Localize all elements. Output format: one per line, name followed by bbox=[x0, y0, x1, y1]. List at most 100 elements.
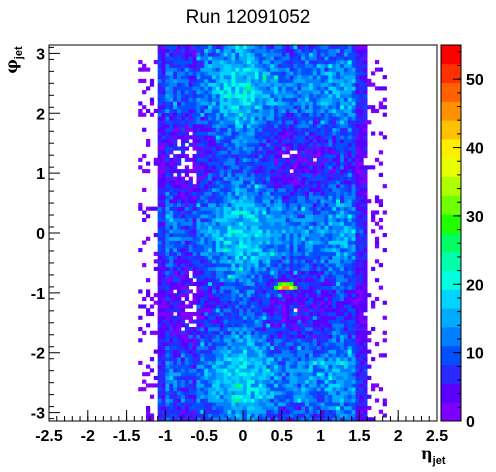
heatmap-cell bbox=[246, 169, 252, 174]
heatmap-cell bbox=[316, 409, 321, 414]
heatmap-cell bbox=[281, 142, 287, 147]
heatmap-cell bbox=[297, 319, 302, 324]
heatmap-cell bbox=[328, 191, 333, 196]
heatmap-cell bbox=[305, 349, 310, 354]
heatmap-cell bbox=[332, 266, 337, 271]
heatmap-cell bbox=[246, 172, 252, 177]
heatmap-cell bbox=[196, 274, 201, 279]
heatmap-cell bbox=[184, 293, 190, 298]
heatmap-cell bbox=[277, 394, 283, 399]
heatmap-cell bbox=[169, 206, 174, 211]
heatmap-cell bbox=[157, 206, 162, 211]
heatmap-cell bbox=[270, 123, 275, 129]
heatmap-cell bbox=[153, 251, 158, 256]
heatmap-cell bbox=[332, 52, 337, 57]
heatmap-cell bbox=[173, 135, 178, 140]
heatmap-cell bbox=[277, 383, 283, 388]
heatmap-cell bbox=[281, 187, 287, 192]
heatmap-cell bbox=[223, 308, 228, 313]
heatmap-cell bbox=[157, 161, 162, 166]
heatmap-cell bbox=[177, 210, 182, 215]
heatmap-cell bbox=[320, 146, 325, 151]
heatmap-cell bbox=[277, 150, 283, 155]
heatmap-cell bbox=[192, 360, 197, 365]
heatmap-cell bbox=[340, 199, 345, 204]
heatmap-cell bbox=[184, 375, 190, 380]
heatmap-cell bbox=[196, 281, 201, 286]
heatmap-cell bbox=[177, 176, 182, 181]
heatmap-cell bbox=[196, 63, 201, 68]
heatmap-cell bbox=[324, 90, 329, 95]
heatmap-cell bbox=[208, 180, 213, 185]
heatmap-cell bbox=[289, 255, 294, 260]
heatmap-cell bbox=[343, 146, 349, 151]
heatmap-cell bbox=[285, 390, 290, 396]
heatmap-cell bbox=[204, 394, 209, 399]
heatmap-cell bbox=[332, 417, 337, 422]
heatmap-cell bbox=[289, 251, 294, 256]
heatmap-cell bbox=[285, 127, 290, 132]
heatmap-cell bbox=[250, 146, 255, 151]
heatmap-cell bbox=[250, 338, 255, 343]
heatmap-cell bbox=[262, 172, 267, 177]
heatmap-cell bbox=[316, 263, 321, 268]
heatmap-cell bbox=[312, 52, 318, 57]
heatmap-cell bbox=[312, 255, 318, 260]
heatmap-cell bbox=[258, 48, 263, 53]
heatmap-cell bbox=[169, 157, 174, 162]
heatmap-cell bbox=[204, 398, 209, 403]
heatmap-cell bbox=[173, 206, 178, 211]
heatmap-cell bbox=[177, 221, 182, 226]
heatmap-cell bbox=[340, 161, 345, 166]
heatmap-cell bbox=[305, 327, 310, 332]
heatmap-cell bbox=[320, 390, 325, 396]
heatmap-cell bbox=[293, 274, 298, 279]
heatmap-cell bbox=[285, 323, 290, 328]
heatmap-cell bbox=[208, 372, 213, 377]
heatmap-cell bbox=[235, 360, 240, 365]
heatmap-cell bbox=[231, 338, 236, 343]
heatmap-cell bbox=[305, 93, 310, 98]
heatmap-cell bbox=[180, 210, 186, 215]
heatmap-cell bbox=[184, 342, 190, 347]
heatmap-cell bbox=[165, 161, 170, 166]
heatmap-cell bbox=[219, 131, 224, 136]
heatmap-cell bbox=[328, 108, 333, 114]
heatmap-cell bbox=[281, 357, 287, 362]
heatmap-cell bbox=[270, 240, 275, 245]
heatmap-cell bbox=[289, 180, 294, 185]
heatmap-cell bbox=[165, 217, 170, 223]
heatmap-cell bbox=[336, 248, 341, 253]
heatmap-cell bbox=[165, 45, 170, 50]
heatmap-cell bbox=[223, 263, 228, 268]
heatmap-cell bbox=[320, 210, 325, 215]
heatmap-cell bbox=[336, 225, 341, 230]
heatmap-cell bbox=[231, 116, 236, 121]
heatmap-cell bbox=[293, 127, 298, 132]
heatmap-cell bbox=[266, 123, 271, 129]
heatmap-cell bbox=[305, 45, 310, 50]
heatmap-cell bbox=[289, 157, 294, 162]
heatmap-cell bbox=[270, 379, 275, 384]
heatmap-cell bbox=[312, 402, 318, 407]
heatmap-cell bbox=[177, 390, 182, 396]
heatmap-cell bbox=[301, 146, 306, 151]
heatmap-cell bbox=[258, 217, 263, 223]
heatmap-cell bbox=[250, 45, 255, 50]
heatmap-cell bbox=[254, 360, 259, 365]
heatmap-cell bbox=[328, 120, 333, 125]
heatmap-cell bbox=[231, 353, 236, 358]
heatmap-cell bbox=[161, 315, 166, 320]
heatmap-cell bbox=[308, 372, 314, 377]
heatmap-cell bbox=[281, 345, 287, 350]
heatmap-cell bbox=[336, 311, 341, 317]
heatmap-cell bbox=[250, 60, 255, 65]
heatmap-cell bbox=[173, 281, 178, 286]
heatmap-cell bbox=[301, 281, 306, 286]
heatmap-cell bbox=[215, 244, 221, 249]
heatmap-cell bbox=[340, 127, 345, 132]
heatmap-cell bbox=[161, 206, 166, 211]
heatmap-cell bbox=[243, 417, 248, 422]
heatmap-cell bbox=[231, 180, 236, 185]
heatmap-cell bbox=[192, 311, 197, 317]
